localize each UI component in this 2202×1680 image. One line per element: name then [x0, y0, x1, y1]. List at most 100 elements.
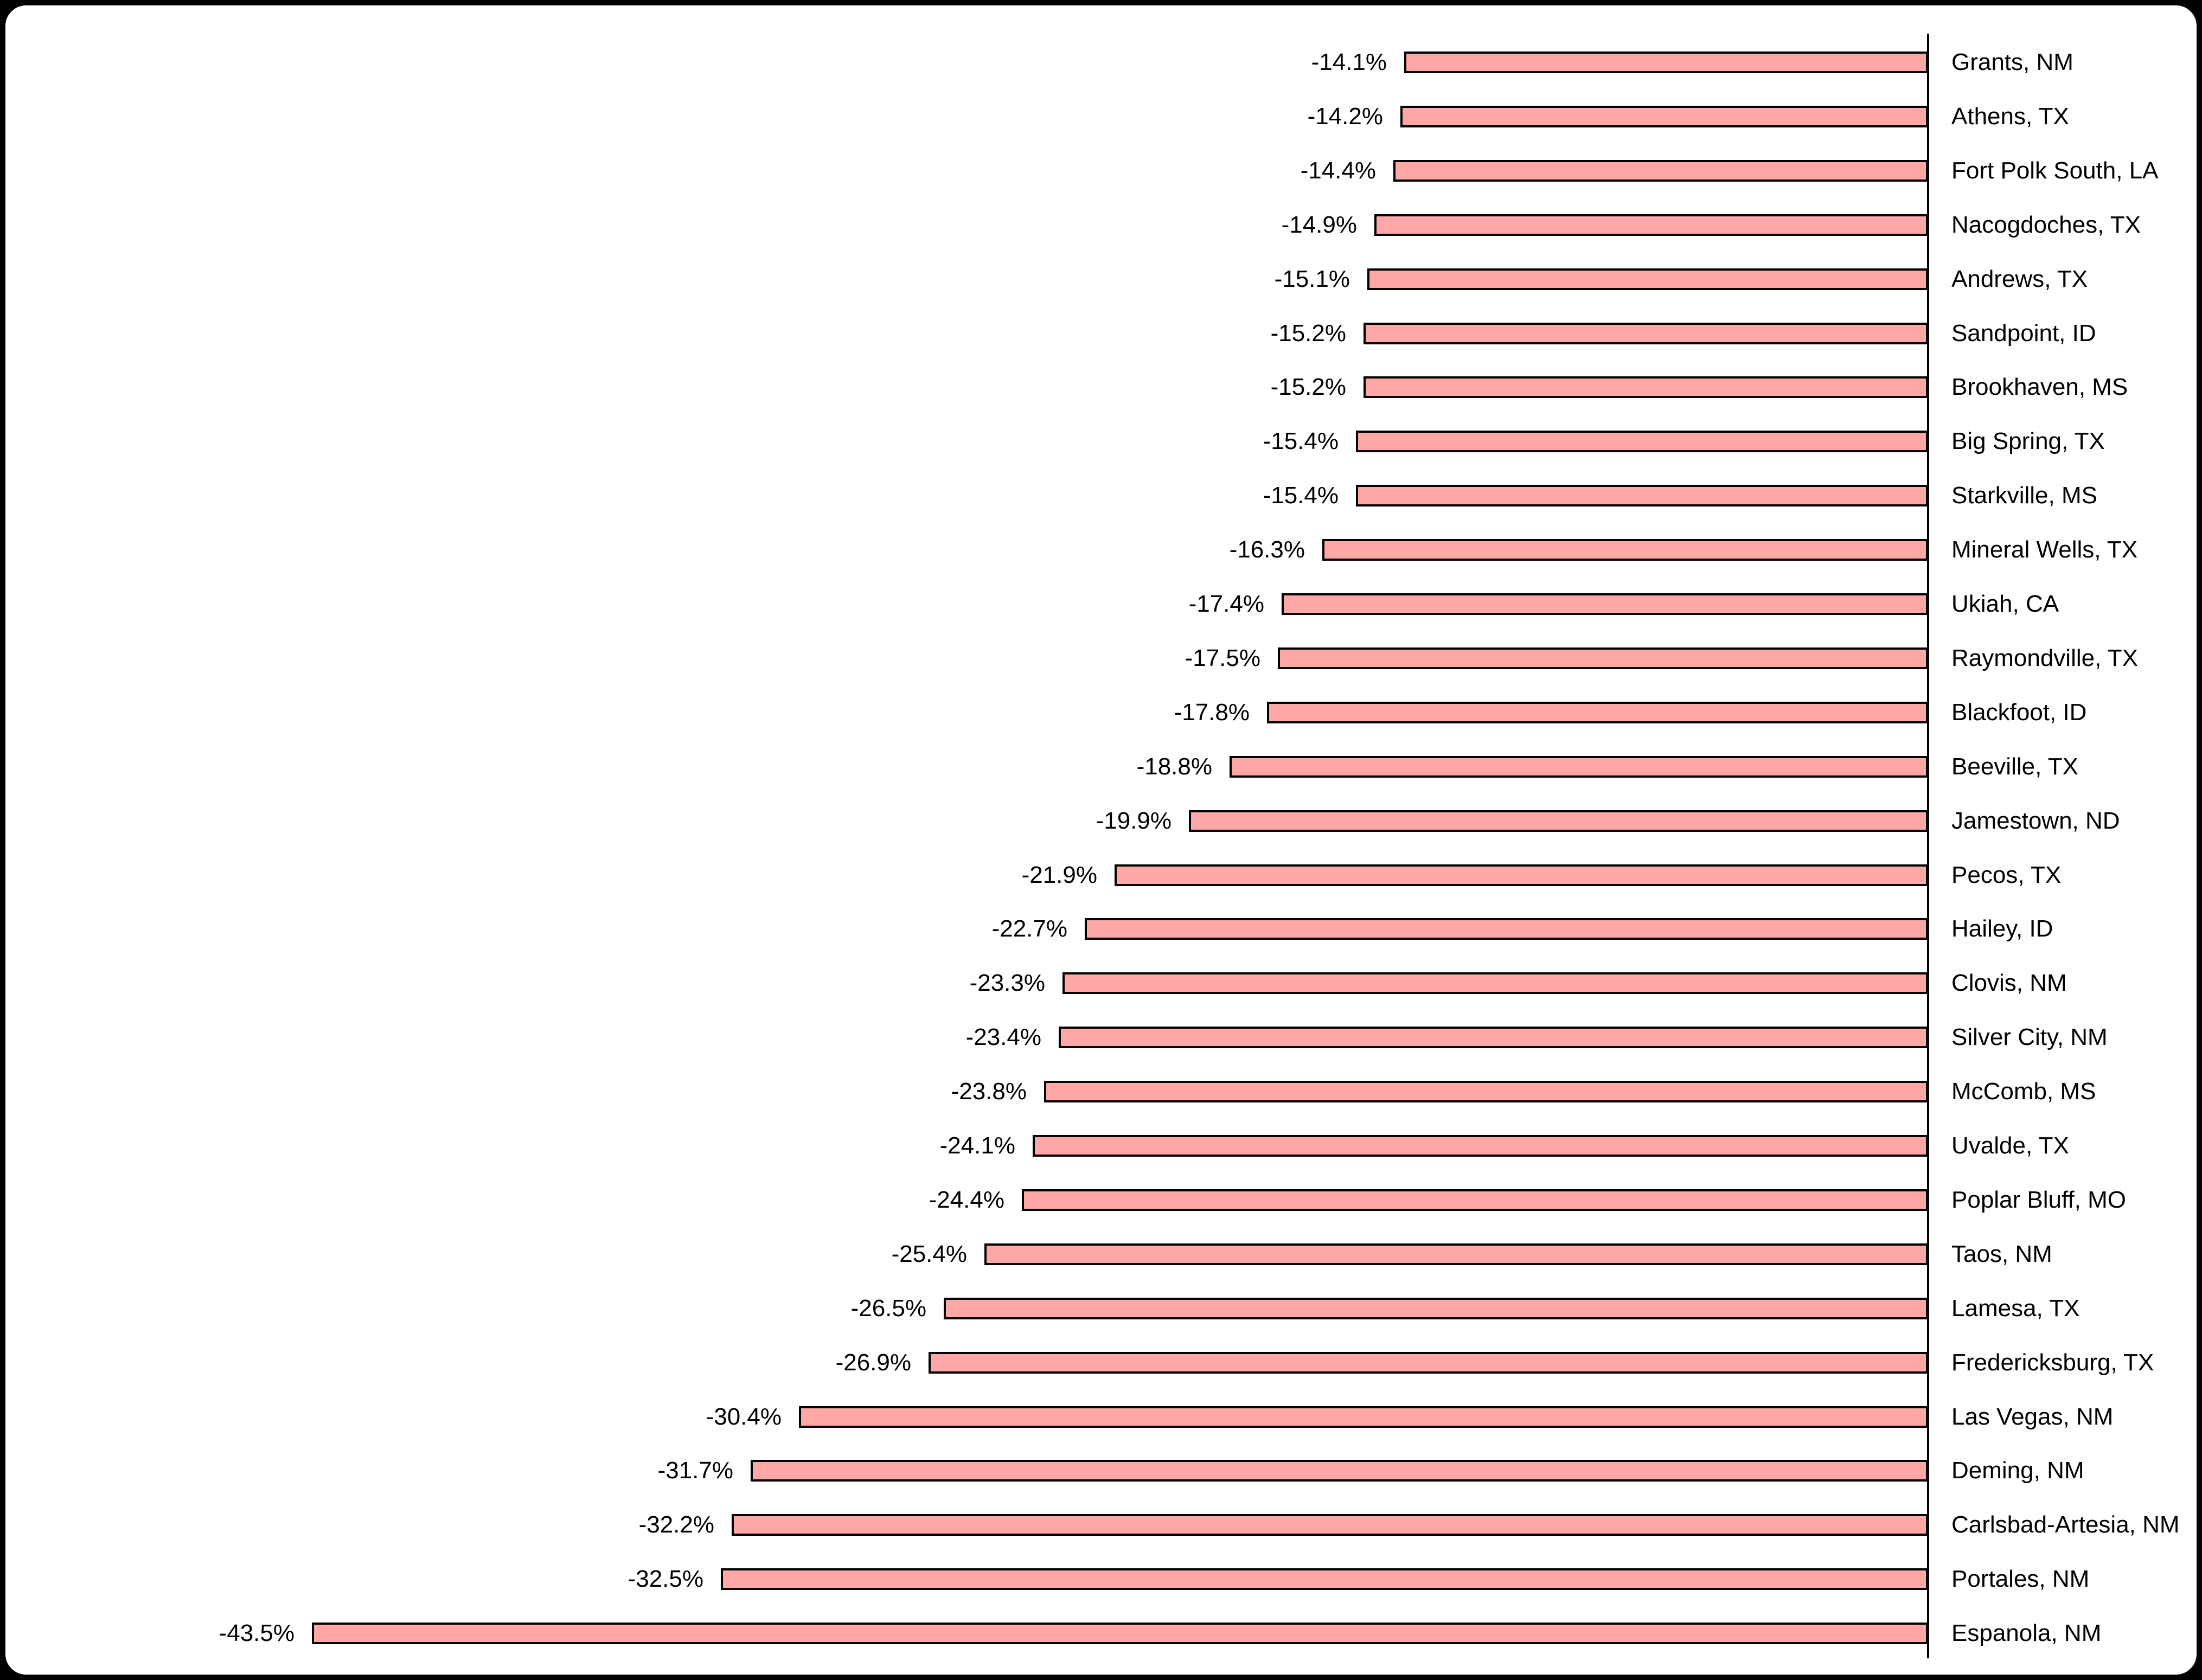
category-label: Las Vegas, NM [1951, 1403, 2114, 1430]
bar-row: -24.1% Uvalde, TX [5, 1119, 2202, 1173]
bar-value-label: -17.5% [1185, 644, 1260, 671]
bar-row: -32.2% Carlsbad-Artesia, NM [5, 1498, 2202, 1552]
category-label: Lamesa, TX [1951, 1294, 2080, 1322]
bar [1400, 105, 1928, 127]
bar-row: -30.4% Las Vegas, NM [5, 1390, 2202, 1444]
bar-row: -43.5% Espanola, NM [5, 1606, 2202, 1660]
bar-row: -15.1% Andrews, TX [5, 252, 2202, 306]
bar [929, 1351, 1928, 1374]
bar [1322, 539, 1928, 561]
bar-row: -21.9% Pecos, TX [5, 848, 2202, 902]
bar-value-label: -14.9% [1281, 211, 1357, 238]
bar-value-label: -14.1% [1311, 49, 1387, 75]
bar-row: -17.8% Blackfoot, ID [5, 685, 2202, 740]
bar-row: -15.2% Sandpoint, ID [5, 306, 2202, 361]
bar-value-label: -15.2% [1270, 374, 1346, 401]
bar [1364, 322, 1928, 344]
bar [721, 1568, 1928, 1591]
bar-value-label: -32.5% [628, 1566, 703, 1593]
bar [1044, 1081, 1928, 1103]
bar-row: -31.7% Deming, NM [5, 1444, 2202, 1498]
bar-row: -24.4% Poplar Bluff, MO [5, 1173, 2202, 1227]
bar-value-label: -23.8% [951, 1078, 1027, 1105]
bar-row: -23.3% Clovis, NM [5, 956, 2202, 1010]
bar [1059, 1027, 1928, 1049]
category-label: Deming, NM [1951, 1457, 2084, 1484]
bar [1267, 701, 1928, 723]
bar-value-label: -25.4% [891, 1240, 967, 1267]
bar-value-label: -32.2% [638, 1511, 714, 1538]
bar-row: -14.9% Nacogdoches, TX [5, 198, 2202, 252]
bar-chart: -14.1% Grants, NM -14.2% Athens, TX -14.4% Fo… [5, 5, 2197, 1675]
bar-value-label: -22.7% [991, 915, 1067, 942]
bar-row: -23.4% Silver City, NM [5, 1010, 2202, 1065]
bar-value-label: -23.3% [969, 970, 1045, 997]
category-label: Poplar Bluff, MO [1951, 1186, 2126, 1213]
bar [1033, 1135, 1928, 1157]
category-label: Pecos, TX [1951, 861, 2062, 888]
bar [1085, 918, 1928, 940]
bar [1115, 864, 1928, 886]
category-label: Clovis, NM [1951, 970, 2067, 997]
category-label: Raymondville, TX [1951, 644, 2138, 671]
bar-row: -17.4% Ukiah, CA [5, 577, 2202, 631]
category-label: Carlsbad-Artesia, NM [1951, 1511, 2180, 1538]
bar [1278, 647, 1928, 669]
bar [751, 1460, 1928, 1482]
bar-row: -15.4% Starkville, MS [5, 469, 2202, 523]
bar-row: -14.1% Grants, NM [5, 35, 2202, 89]
bar-value-label: -23.4% [965, 1024, 1041, 1051]
bar [1022, 1189, 1928, 1211]
bar [312, 1623, 1928, 1645]
category-label: Brookhaven, MS [1951, 374, 2128, 401]
category-label: Andrews, TX [1951, 265, 2088, 292]
bar-value-label: -43.5% [219, 1620, 295, 1647]
bar-value-label: -24.4% [929, 1186, 1004, 1213]
category-label: Espanola, NM [1951, 1620, 2102, 1647]
category-label: Athens, TX [1951, 102, 2069, 130]
bar-value-label: -30.4% [706, 1403, 782, 1430]
bar-row: -15.4% Big Spring, TX [5, 414, 2202, 469]
category-label: Jamestown, ND [1951, 807, 2120, 834]
bar-row: -17.5% Raymondville, TX [5, 631, 2202, 685]
bar-row: -14.2% Athens, TX [5, 89, 2202, 144]
bar-value-label: -21.9% [1021, 861, 1097, 888]
bar-value-label: -15.4% [1263, 482, 1339, 509]
category-label: Fort Polk South, LA [1951, 157, 2159, 184]
bar-value-label: -19.9% [1096, 807, 1172, 834]
bar-value-label: -15.2% [1270, 319, 1346, 347]
bar-value-label: -24.1% [939, 1132, 1015, 1159]
category-label: Hailey, ID [1951, 915, 2053, 942]
bar [1062, 972, 1928, 995]
category-label: Nacogdoches, TX [1951, 211, 2141, 238]
bar-row: -22.7% Hailey, ID [5, 902, 2202, 956]
bar-row: -16.3% Mineral Wells, TX [5, 523, 2202, 577]
bar [1282, 593, 1928, 615]
bar-value-label: -15.4% [1263, 428, 1339, 455]
bar [799, 1406, 1928, 1428]
category-label: Grants, NM [1951, 49, 2073, 75]
bar-row: -18.8% Beeville, TX [5, 740, 2202, 794]
category-label: Big Spring, TX [1951, 428, 2105, 455]
category-label: Taos, NM [1951, 1240, 2052, 1267]
bar [1367, 268, 1928, 290]
bar-row: -19.9% Jamestown, ND [5, 794, 2202, 848]
category-label: McComb, MS [1951, 1078, 2096, 1105]
bar [1230, 755, 1928, 778]
category-label: Starkville, MS [1951, 482, 2097, 509]
bar-value-label: -26.9% [835, 1349, 911, 1376]
category-label: Silver City, NM [1951, 1024, 2108, 1051]
category-label: Beeville, TX [1951, 753, 2078, 780]
bar-value-label: -14.2% [1307, 102, 1383, 130]
category-label: Fredericksburg, TX [1951, 1349, 2154, 1376]
bar [1393, 159, 1928, 182]
bar-row: -25.4% Taos, NM [5, 1227, 2202, 1281]
bar-row: -23.8% McComb, MS [5, 1065, 2202, 1119]
bar-value-label: -14.4% [1300, 157, 1376, 184]
category-label: Mineral Wells, TX [1951, 536, 2138, 563]
bar [1404, 52, 1928, 73]
category-label: Ukiah, CA [1951, 591, 2059, 617]
bar-value-label: -16.3% [1229, 536, 1305, 563]
bar-value-label: -26.5% [850, 1294, 926, 1322]
